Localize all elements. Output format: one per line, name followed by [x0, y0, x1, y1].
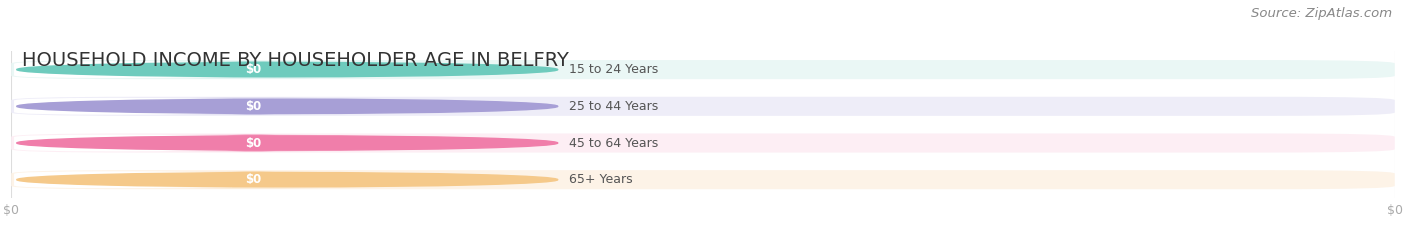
FancyBboxPatch shape	[11, 60, 1395, 79]
Text: 45 to 64 Years: 45 to 64 Years	[569, 137, 658, 150]
FancyBboxPatch shape	[14, 61, 215, 78]
FancyBboxPatch shape	[188, 61, 318, 78]
Circle shape	[17, 99, 558, 113]
FancyBboxPatch shape	[11, 97, 1395, 116]
Text: $0: $0	[245, 100, 262, 113]
Text: $0: $0	[245, 63, 262, 76]
Text: $0: $0	[245, 173, 262, 186]
FancyBboxPatch shape	[188, 171, 318, 188]
Circle shape	[17, 62, 558, 77]
FancyBboxPatch shape	[14, 98, 215, 115]
FancyBboxPatch shape	[188, 98, 318, 115]
FancyBboxPatch shape	[14, 171, 215, 188]
FancyBboxPatch shape	[11, 170, 1395, 189]
Text: HOUSEHOLD INCOME BY HOUSEHOLDER AGE IN BELFRY: HOUSEHOLD INCOME BY HOUSEHOLDER AGE IN B…	[22, 51, 569, 70]
FancyBboxPatch shape	[188, 135, 318, 151]
Text: 65+ Years: 65+ Years	[569, 173, 633, 186]
FancyBboxPatch shape	[11, 134, 1395, 153]
Text: 15 to 24 Years: 15 to 24 Years	[569, 63, 658, 76]
Text: Source: ZipAtlas.com: Source: ZipAtlas.com	[1251, 7, 1392, 20]
Circle shape	[17, 136, 558, 150]
FancyBboxPatch shape	[14, 135, 215, 151]
Text: $0: $0	[245, 137, 262, 150]
Text: 25 to 44 Years: 25 to 44 Years	[569, 100, 658, 113]
Circle shape	[17, 172, 558, 187]
